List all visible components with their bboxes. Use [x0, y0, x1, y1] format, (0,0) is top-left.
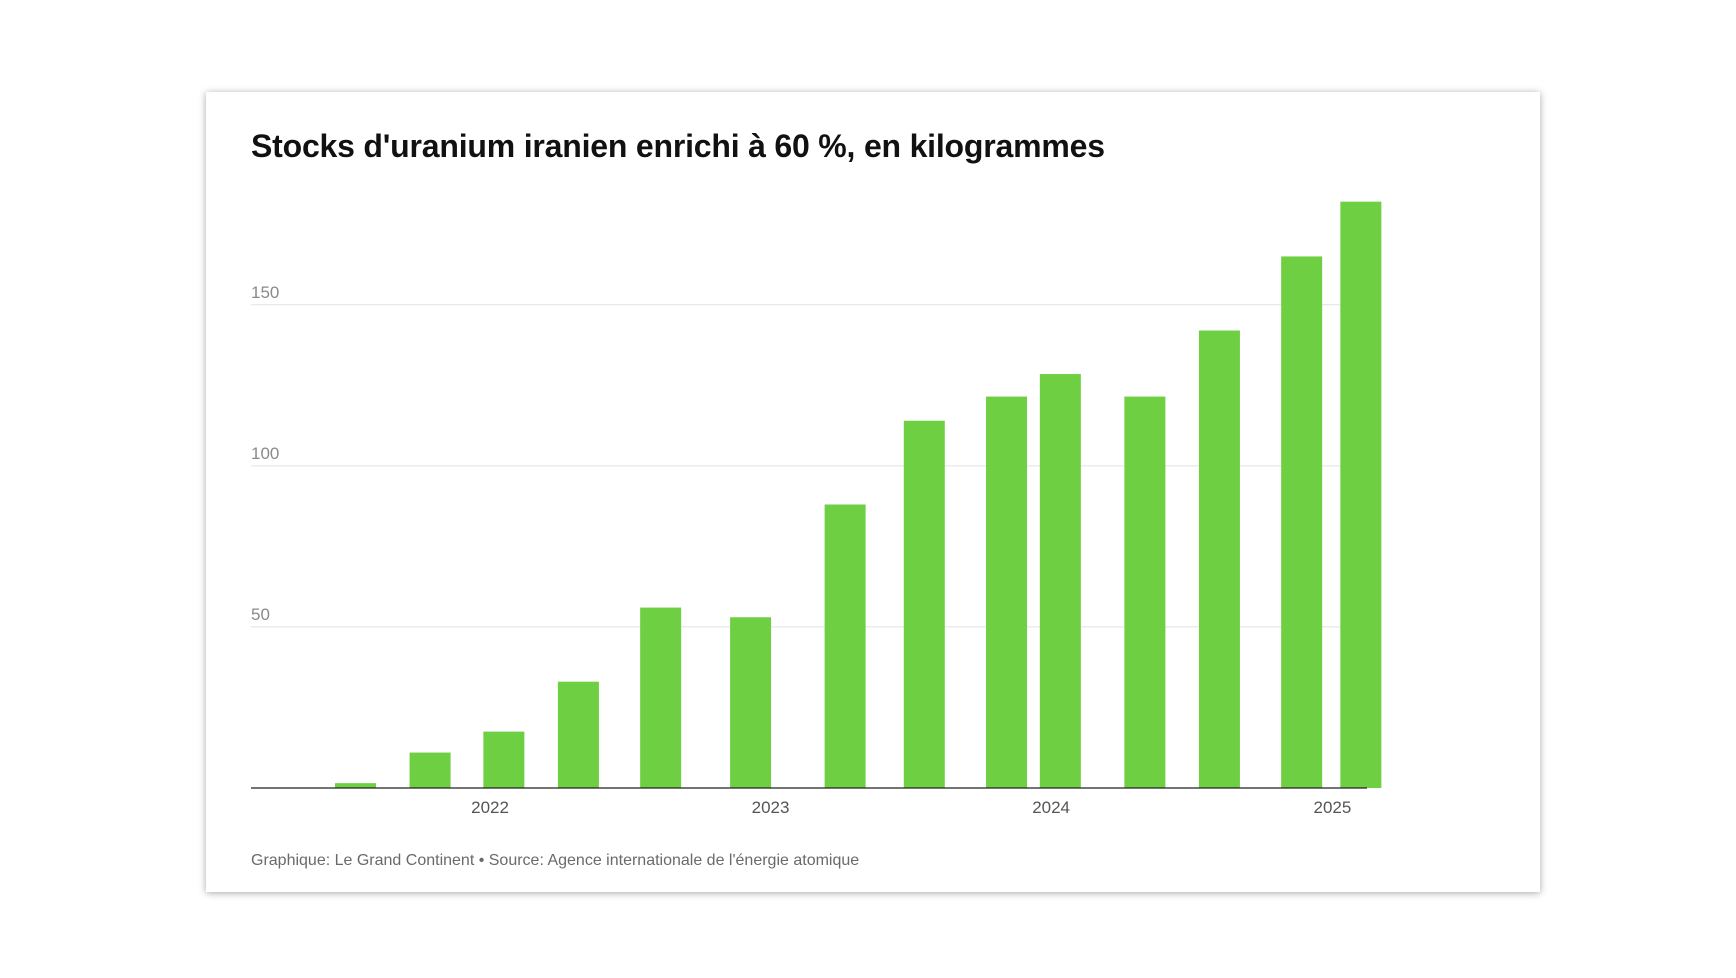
chart-title: Stocks d'uranium iranien enrichi à 60 %,…	[251, 128, 1105, 164]
bar	[483, 731, 525, 788]
bars	[335, 201, 1382, 788]
y-axis-ticks: 50 100 150	[251, 283, 279, 624]
y-tick-label: 50	[251, 605, 270, 624]
bar	[986, 396, 1028, 788]
bar	[409, 752, 451, 788]
bar	[1039, 374, 1081, 788]
bar	[335, 783, 377, 788]
bar	[903, 420, 945, 788]
x-tick-label: 2025	[1313, 798, 1351, 817]
x-tick-label: 2022	[471, 798, 509, 817]
x-axis-ticks: 2022 2023 2024 2025	[471, 798, 1351, 817]
x-tick-label: 2024	[1032, 798, 1070, 817]
y-tick-label: 100	[251, 444, 279, 463]
bar	[640, 607, 682, 788]
gridlines	[251, 304, 1367, 628]
bar	[1281, 256, 1323, 788]
bar-chart: 50 100 150 2022 2023 2024 2025	[251, 201, 1382, 817]
bar	[557, 681, 599, 788]
bar	[730, 617, 772, 788]
chart-footer: Graphique: Le Grand Continent • Source: …	[251, 852, 860, 869]
bar	[1124, 396, 1166, 788]
bar	[1340, 201, 1382, 788]
bar	[824, 504, 866, 788]
bar	[1198, 330, 1240, 788]
x-tick-label: 2023	[752, 798, 790, 817]
chart-card: Stocks d'uranium iranien enrichi à 60 %,…	[206, 92, 1540, 892]
y-tick-label: 150	[251, 283, 279, 302]
